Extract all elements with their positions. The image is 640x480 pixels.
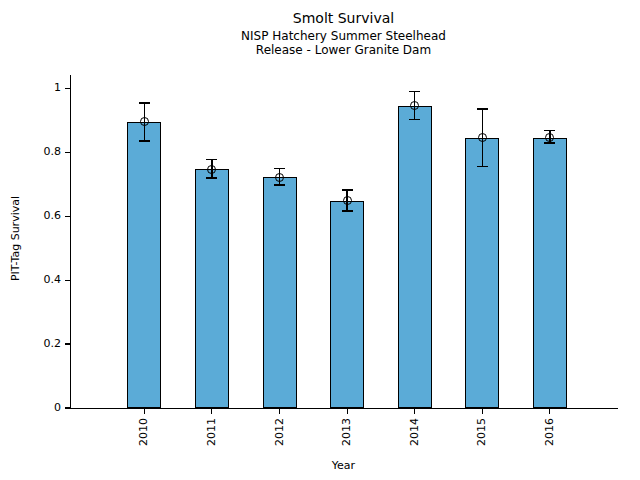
error-bar-cap-top	[342, 189, 353, 191]
plot-area: 00.20.40.60.8120102011201220132014201520…	[70, 75, 618, 409]
y-tick-label: 1	[21, 81, 61, 95]
y-tick-label: 0.6	[21, 209, 61, 223]
error-bar-cap-top	[409, 91, 420, 93]
error-bar-cap-top	[139, 102, 150, 104]
error-bar-cap-bottom	[274, 184, 285, 186]
x-tick-mark	[549, 409, 550, 414]
x-tick-label: 2010	[137, 418, 150, 446]
bar	[263, 177, 297, 408]
bar	[533, 138, 567, 408]
bar	[465, 138, 499, 408]
bar	[195, 169, 229, 408]
chart-subtitle-2: Release - Lower Granite Dam	[70, 43, 617, 58]
x-tick-mark	[211, 409, 212, 414]
y-tick-label: 0.4	[21, 273, 61, 287]
y-tick-mark	[65, 280, 70, 281]
y-tick-label: 0	[21, 401, 61, 415]
bar	[127, 122, 161, 408]
x-tick-mark	[144, 409, 145, 414]
error-bar-cap-bottom	[342, 210, 353, 212]
data-point-marker	[275, 173, 284, 182]
error-bar-cap-bottom	[409, 119, 420, 121]
x-tick-label: 2015	[475, 418, 488, 446]
error-bar-cap-top	[274, 168, 285, 170]
x-tick-label: 2012	[273, 418, 286, 446]
error-bar-cap-bottom	[477, 166, 488, 168]
y-tick-mark	[65, 152, 70, 153]
error-bar-cap-bottom	[139, 140, 150, 142]
x-tick-label: 2014	[408, 418, 421, 446]
x-tick-label: 2013	[340, 418, 353, 446]
data-point-marker	[343, 196, 352, 205]
bar	[398, 106, 432, 408]
error-bar-cap-bottom	[544, 142, 555, 144]
x-tick-mark	[347, 409, 348, 414]
chart-title: Smolt Survival	[70, 10, 617, 27]
y-tick-mark	[65, 407, 70, 408]
x-tick-label: 2016	[543, 418, 556, 446]
chart-subtitle-1: NISP Hatchery Summer Steelhead	[70, 29, 617, 44]
x-axis-label: Year	[70, 459, 617, 473]
bar	[330, 201, 364, 408]
x-tick-mark	[482, 409, 483, 414]
y-tick-label: 0.2	[21, 337, 61, 351]
x-tick-label: 2011	[205, 418, 218, 446]
error-bar-cap-top	[477, 108, 488, 110]
y-tick-label: 0.8	[21, 145, 61, 159]
y-tick-mark	[65, 88, 70, 89]
y-tick-mark	[65, 343, 70, 344]
chart-figure: Smolt Survival NISP Hatchery Summer Stee…	[0, 0, 640, 480]
x-tick-mark	[414, 409, 415, 414]
error-bar-cap-bottom	[206, 177, 217, 179]
y-tick-mark	[65, 216, 70, 217]
x-tick-mark	[279, 409, 280, 414]
error-bar-cap-top	[206, 159, 217, 161]
error-bar-cap-top	[544, 130, 555, 132]
